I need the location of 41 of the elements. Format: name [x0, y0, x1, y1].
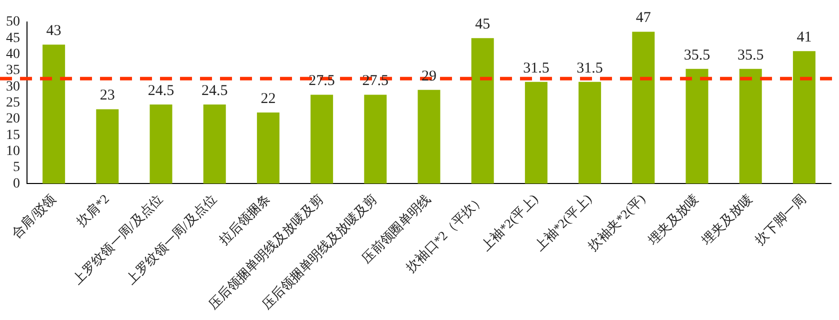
x-tick-label: 合肩/驳领: [8, 191, 58, 242]
bar: [632, 32, 655, 184]
y-tick-label: 5: [13, 160, 20, 176]
data-label: 27.5: [308, 73, 335, 90]
y-tick-label: 10: [6, 144, 20, 159]
bar: [739, 68, 762, 184]
data-label: 24.5: [201, 82, 228, 99]
bar: [792, 51, 816, 184]
y-tick-label: 0: [13, 176, 20, 192]
y-tick-label: 30: [6, 79, 20, 94]
data-label: 24.5: [148, 82, 174, 99]
data-label: 35.5: [737, 47, 764, 64]
y-tick-label: 35: [6, 63, 20, 78]
data-label: 43: [46, 23, 62, 40]
data-label: 23: [100, 88, 115, 104]
data-label: 41: [796, 30, 812, 46]
data-label: 22: [260, 90, 276, 107]
bar: [471, 38, 494, 184]
y-tick-label: 25: [6, 96, 20, 110]
data-label: 47: [636, 10, 652, 26]
bar: [256, 112, 280, 184]
data-label: 45: [475, 16, 490, 33]
data-label: 35.5: [684, 47, 710, 64]
x-tick-label: 扻肩*2: [74, 191, 112, 230]
bar: [96, 109, 119, 184]
y-tick-label: 50: [6, 14, 20, 30]
bar: [310, 94, 334, 184]
bar: [150, 104, 172, 184]
bar: [578, 82, 602, 184]
bar: [42, 44, 66, 184]
y-tick-label: 40: [6, 47, 20, 62]
y-tick-label: 15: [6, 128, 20, 143]
bar: [686, 68, 708, 184]
bar: [364, 94, 387, 184]
data-label: 31.5: [576, 60, 603, 76]
bar: [203, 104, 226, 184]
y-tick-label: 45: [6, 30, 20, 46]
data-label: 31.5: [523, 60, 550, 76]
bar: [524, 82, 548, 184]
bar: [418, 90, 440, 184]
y-tick-label: 20: [6, 112, 20, 127]
